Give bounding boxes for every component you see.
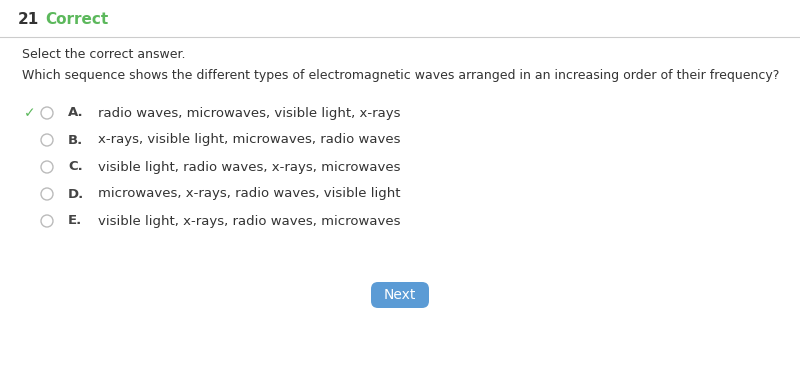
Text: ✓: ✓ [24, 106, 36, 120]
Text: visible light, radio waves, x-rays, microwaves: visible light, radio waves, x-rays, micr… [98, 160, 401, 174]
Circle shape [41, 134, 53, 146]
Text: Next: Next [384, 288, 416, 302]
Text: Select the correct answer.: Select the correct answer. [22, 48, 186, 61]
Text: Which sequence shows the different types of electromagnetic waves arranged in an: Which sequence shows the different types… [22, 68, 779, 81]
FancyBboxPatch shape [371, 282, 429, 308]
Text: D.: D. [68, 188, 84, 201]
Circle shape [41, 107, 53, 119]
Text: B.: B. [68, 133, 83, 147]
Circle shape [41, 188, 53, 200]
Text: E.: E. [68, 215, 82, 228]
Text: radio waves, microwaves, visible light, x-rays: radio waves, microwaves, visible light, … [98, 106, 401, 120]
Circle shape [41, 215, 53, 227]
Circle shape [41, 161, 53, 173]
Text: microwaves, x-rays, radio waves, visible light: microwaves, x-rays, radio waves, visible… [98, 188, 401, 201]
Text: x-rays, visible light, microwaves, radio waves: x-rays, visible light, microwaves, radio… [98, 133, 401, 147]
Text: 21: 21 [18, 11, 39, 27]
Text: Correct: Correct [45, 11, 108, 27]
Text: A.: A. [68, 106, 84, 120]
Text: visible light, x-rays, radio waves, microwaves: visible light, x-rays, radio waves, micr… [98, 215, 401, 228]
Text: C.: C. [68, 160, 82, 174]
